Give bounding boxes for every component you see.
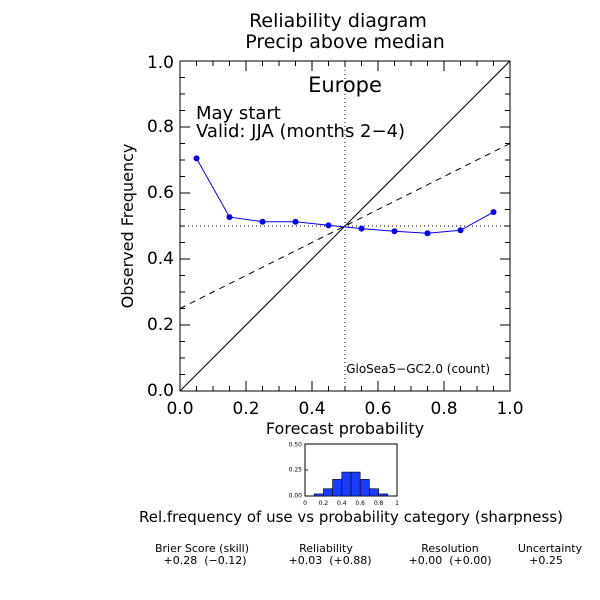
y-tick-label: 0.8	[147, 117, 174, 137]
x-tick-label: 0.2	[232, 399, 259, 419]
main-reference-lines	[179, 60, 511, 392]
sharpness-y-tick-label: 0.00	[289, 493, 303, 500]
score-value-uncertainty: +0.25	[529, 554, 563, 567]
x-tick-labels: 0.0 0.2 0.4 0.6 0.8 1.0	[166, 399, 523, 419]
reliability-point	[358, 225, 365, 232]
y-tick-label: 0.0	[147, 381, 174, 401]
reliability-curve-line	[196, 158, 494, 234]
x-tick-label: 0.0	[166, 399, 193, 419]
score-label-reliability: Reliability	[299, 542, 353, 555]
reliability-point	[259, 218, 266, 225]
sharpness-y-tick-label: 0.25	[289, 467, 303, 474]
y-tick-labels: 0.0 0.2 0.4 0.6 0.8 1.0	[147, 53, 174, 401]
x-tick-label: 0.6	[364, 399, 391, 419]
sharpness-bar	[341, 471, 352, 497]
score-label-resolution: Resolution	[421, 542, 479, 555]
sharpness-y-tick-labels: 0.00 0.25 0.50	[289, 442, 303, 500]
reliability-point	[490, 209, 497, 216]
sharpness-bar	[332, 479, 343, 497]
x-tick-label: 1.0	[496, 399, 523, 419]
main-axis-ticks	[179, 60, 511, 392]
sharpness-bar	[369, 488, 379, 497]
score-value-reliability: +0.03 (+0.88)	[289, 554, 372, 567]
y-tick-label: 0.2	[147, 315, 174, 335]
sharpness-x-tick-label: 0.6	[355, 500, 365, 507]
chart-title: Reliability diagram	[249, 10, 427, 32]
chart-subtitle: Precip above median	[245, 31, 445, 53]
sharpness-caption: Rel.frequency of use vs probability cate…	[139, 508, 563, 526]
valid-label: Valid: JJA (months 2−4)	[196, 121, 405, 142]
model-label: GloSea5−GC2.0 (count)	[346, 362, 490, 376]
reliability-point	[457, 227, 464, 234]
reliability-point	[292, 218, 299, 225]
sharpness-x-tick-label: 0.2	[319, 500, 329, 507]
sharpness-x-tick-labels: 0 0.2 0.4 0.6 0.8 1	[303, 500, 399, 507]
score-label-uncertainty: Uncertainty	[518, 542, 583, 555]
sharpness-x-tick-label: 0.4	[337, 500, 347, 507]
x-tick-label: 0.4	[298, 399, 325, 419]
sharpness-bar	[359, 479, 370, 497]
x-axis-label: Forecast probability	[266, 419, 424, 438]
score-value-resolution: +0.00 (+0.00)	[409, 554, 492, 567]
score-label-brier: Brier Score (skill)	[155, 542, 249, 555]
reliability-point	[226, 214, 233, 221]
y-tick-label: 1.0	[147, 53, 174, 73]
y-tick-label: 0.4	[147, 249, 174, 269]
sharpness-bar	[313, 493, 324, 497]
x-tick-label: 0.8	[430, 399, 457, 419]
reliability-point	[193, 155, 200, 162]
reliability-point	[325, 222, 332, 229]
sharpness-bar	[350, 471, 361, 497]
sharpness-x-tick-label: 0.8	[374, 500, 384, 507]
sharpness-x-tick-label: 0	[303, 500, 307, 507]
score-table: Brier Score (skill) +0.28 (−0.12) Reliab…	[155, 542, 583, 567]
sharpness-bar	[378, 493, 389, 497]
region-label: Europe	[308, 73, 382, 97]
main-series-group	[193, 155, 497, 237]
sharpness-bar	[323, 488, 333, 497]
sharpness-bars	[313, 471, 389, 497]
y-tick-label: 0.6	[147, 183, 174, 203]
reliability-point	[424, 230, 431, 237]
score-value-brier: +0.28 (−0.12)	[164, 554, 247, 567]
start-label: May start	[196, 103, 281, 124]
sharpness-y-tick-label: 0.50	[289, 442, 303, 449]
sharpness-x-tick-label: 1	[395, 500, 399, 507]
y-axis-label: Observed Frequency	[118, 144, 137, 309]
reliability-point	[391, 228, 398, 235]
